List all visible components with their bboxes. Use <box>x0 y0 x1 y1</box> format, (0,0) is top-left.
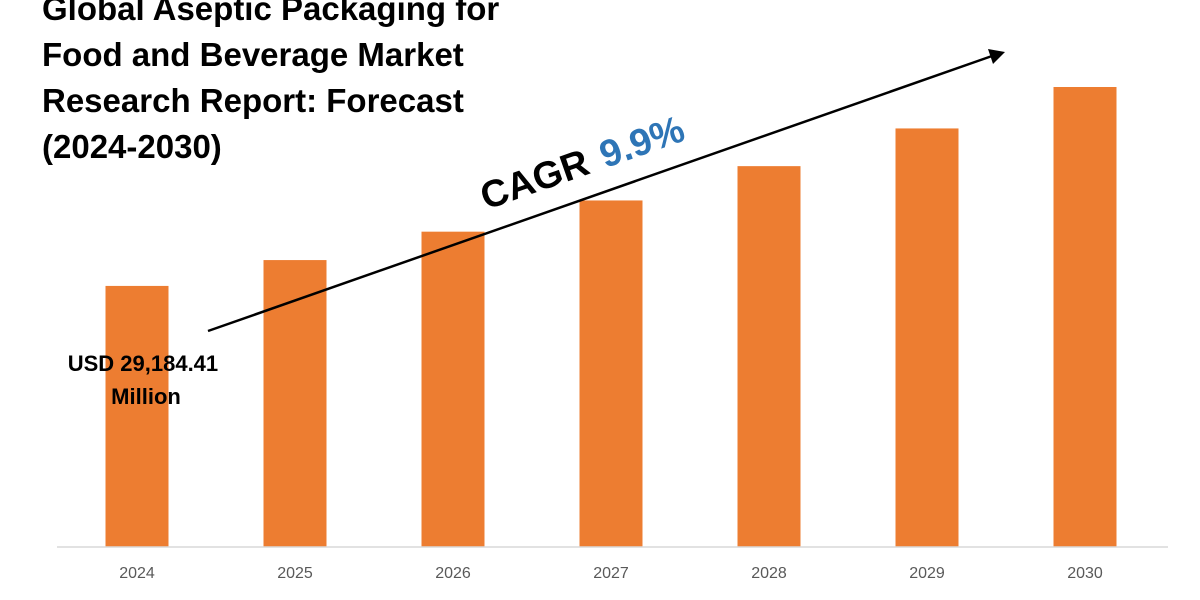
chart-title: Global Aseptic Packaging for Food and Be… <box>42 0 512 170</box>
base-value-annotation: USD 29,184.41 Million <box>68 351 225 409</box>
bar-2025 <box>263 260 327 547</box>
x-tick-label-2027: 2027 <box>593 565 629 582</box>
x-tick-label-2028: 2028 <box>751 565 787 582</box>
bar-2029 <box>895 128 959 547</box>
bar-2028 <box>737 166 801 548</box>
x-tick-label-2029: 2029 <box>909 565 945 582</box>
x-tick-label-2024: 2024 <box>119 565 155 582</box>
bars-group <box>105 87 1117 548</box>
base-value-line-1: USD 29,184.41 <box>68 351 218 376</box>
x-tick-label-2030: 2030 <box>1067 565 1103 582</box>
cagr-arrow-line <box>207 54 993 333</box>
title-line-2: Food and Beverage Market <box>42 36 464 73</box>
x-tick-labels: 2024 2025 2026 2027 2028 2029 2030 <box>119 565 1103 582</box>
bar-2027 <box>579 200 643 547</box>
title-line-3: Research Report: Forecast <box>42 82 464 119</box>
bar-2030 <box>1053 87 1117 547</box>
cagr-label: CAGR <box>475 142 594 219</box>
bar-2024 <box>105 285 169 547</box>
cagr-arrow-head <box>988 49 1005 64</box>
x-tick-label-2025: 2025 <box>277 565 313 582</box>
x-tick-label-2026: 2026 <box>435 565 471 582</box>
cagr-arrow <box>207 49 1005 333</box>
title-line-4: (2024-2030) <box>42 128 222 165</box>
bar-2026 <box>421 231 485 547</box>
title-line-1: Global Aseptic Packaging for <box>42 0 500 27</box>
base-value-line-2: Million <box>111 384 181 409</box>
